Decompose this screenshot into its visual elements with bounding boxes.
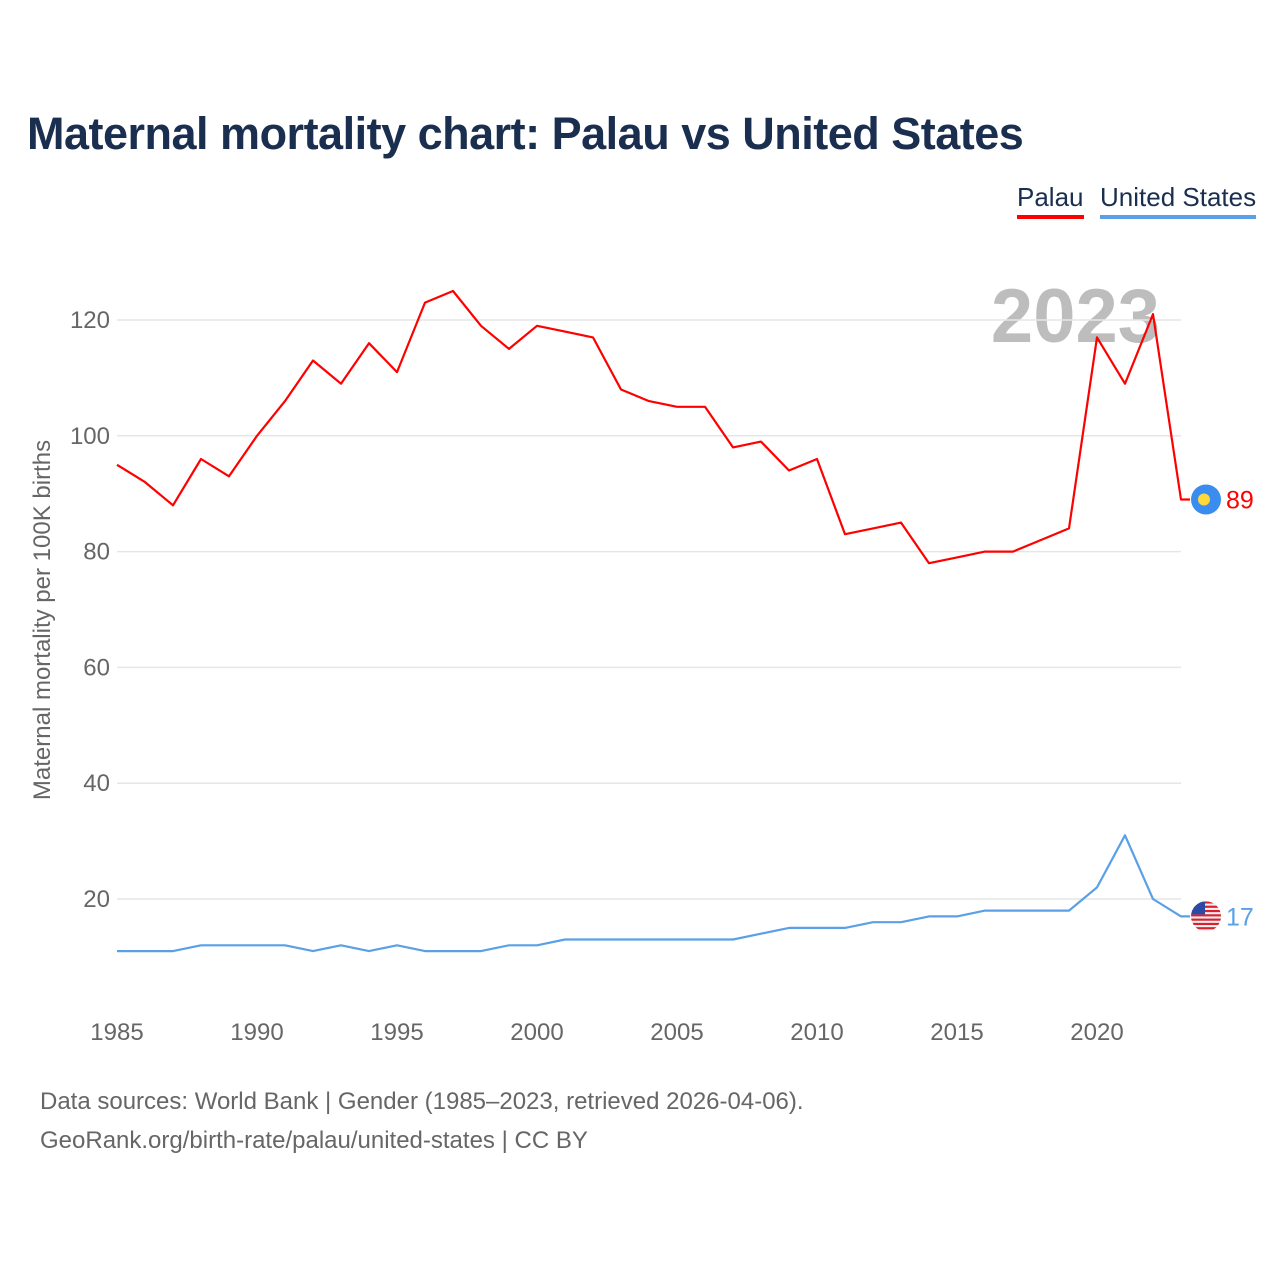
end-value-label: 89 bbox=[1226, 486, 1254, 514]
us-flag-icon bbox=[1191, 901, 1221, 932]
x-tick-label: 1985 bbox=[90, 1019, 143, 1046]
y-tick-label: 60 bbox=[83, 654, 110, 681]
x-tick-label: 1995 bbox=[370, 1019, 423, 1046]
series-line-united-states[interactable] bbox=[117, 834, 1190, 953]
y-tick-label: 100 bbox=[70, 423, 110, 450]
x-tick-label: 1990 bbox=[230, 1019, 283, 1046]
y-tick-label: 40 bbox=[83, 770, 110, 797]
legend-united-states[interactable]: United States bbox=[1100, 182, 1257, 219]
x-tick-label: 2015 bbox=[930, 1019, 983, 1046]
legend-palau[interactable]: Palau bbox=[1017, 182, 1084, 219]
source-line-2[interactable]: GeoRank.org/birth-rate/palau/united-stat… bbox=[40, 1127, 588, 1154]
end-value-label: 17 bbox=[1226, 903, 1254, 931]
chart-title: Maternal mortality chart: Palau vs Unite… bbox=[27, 108, 1024, 159]
x-tick-label: 2020 bbox=[1070, 1019, 1123, 1046]
y-axis-label: Maternal mortality per 100K births bbox=[29, 440, 56, 800]
y-tick-label: 20 bbox=[83, 886, 110, 913]
x-tick-label: 2010 bbox=[790, 1019, 843, 1046]
y-tick-label: 80 bbox=[83, 539, 110, 566]
y-tick-label: 120 bbox=[70, 307, 110, 334]
year-watermark: 2023 bbox=[991, 274, 1160, 359]
palau-flag-sun bbox=[1198, 493, 1210, 506]
x-tick-label: 2000 bbox=[510, 1019, 563, 1046]
source-line-1: Data sources: World Bank | Gender (1985–… bbox=[40, 1088, 804, 1115]
x-tick-label: 2005 bbox=[650, 1019, 703, 1046]
series-line-palau[interactable] bbox=[116, 289, 1190, 565]
